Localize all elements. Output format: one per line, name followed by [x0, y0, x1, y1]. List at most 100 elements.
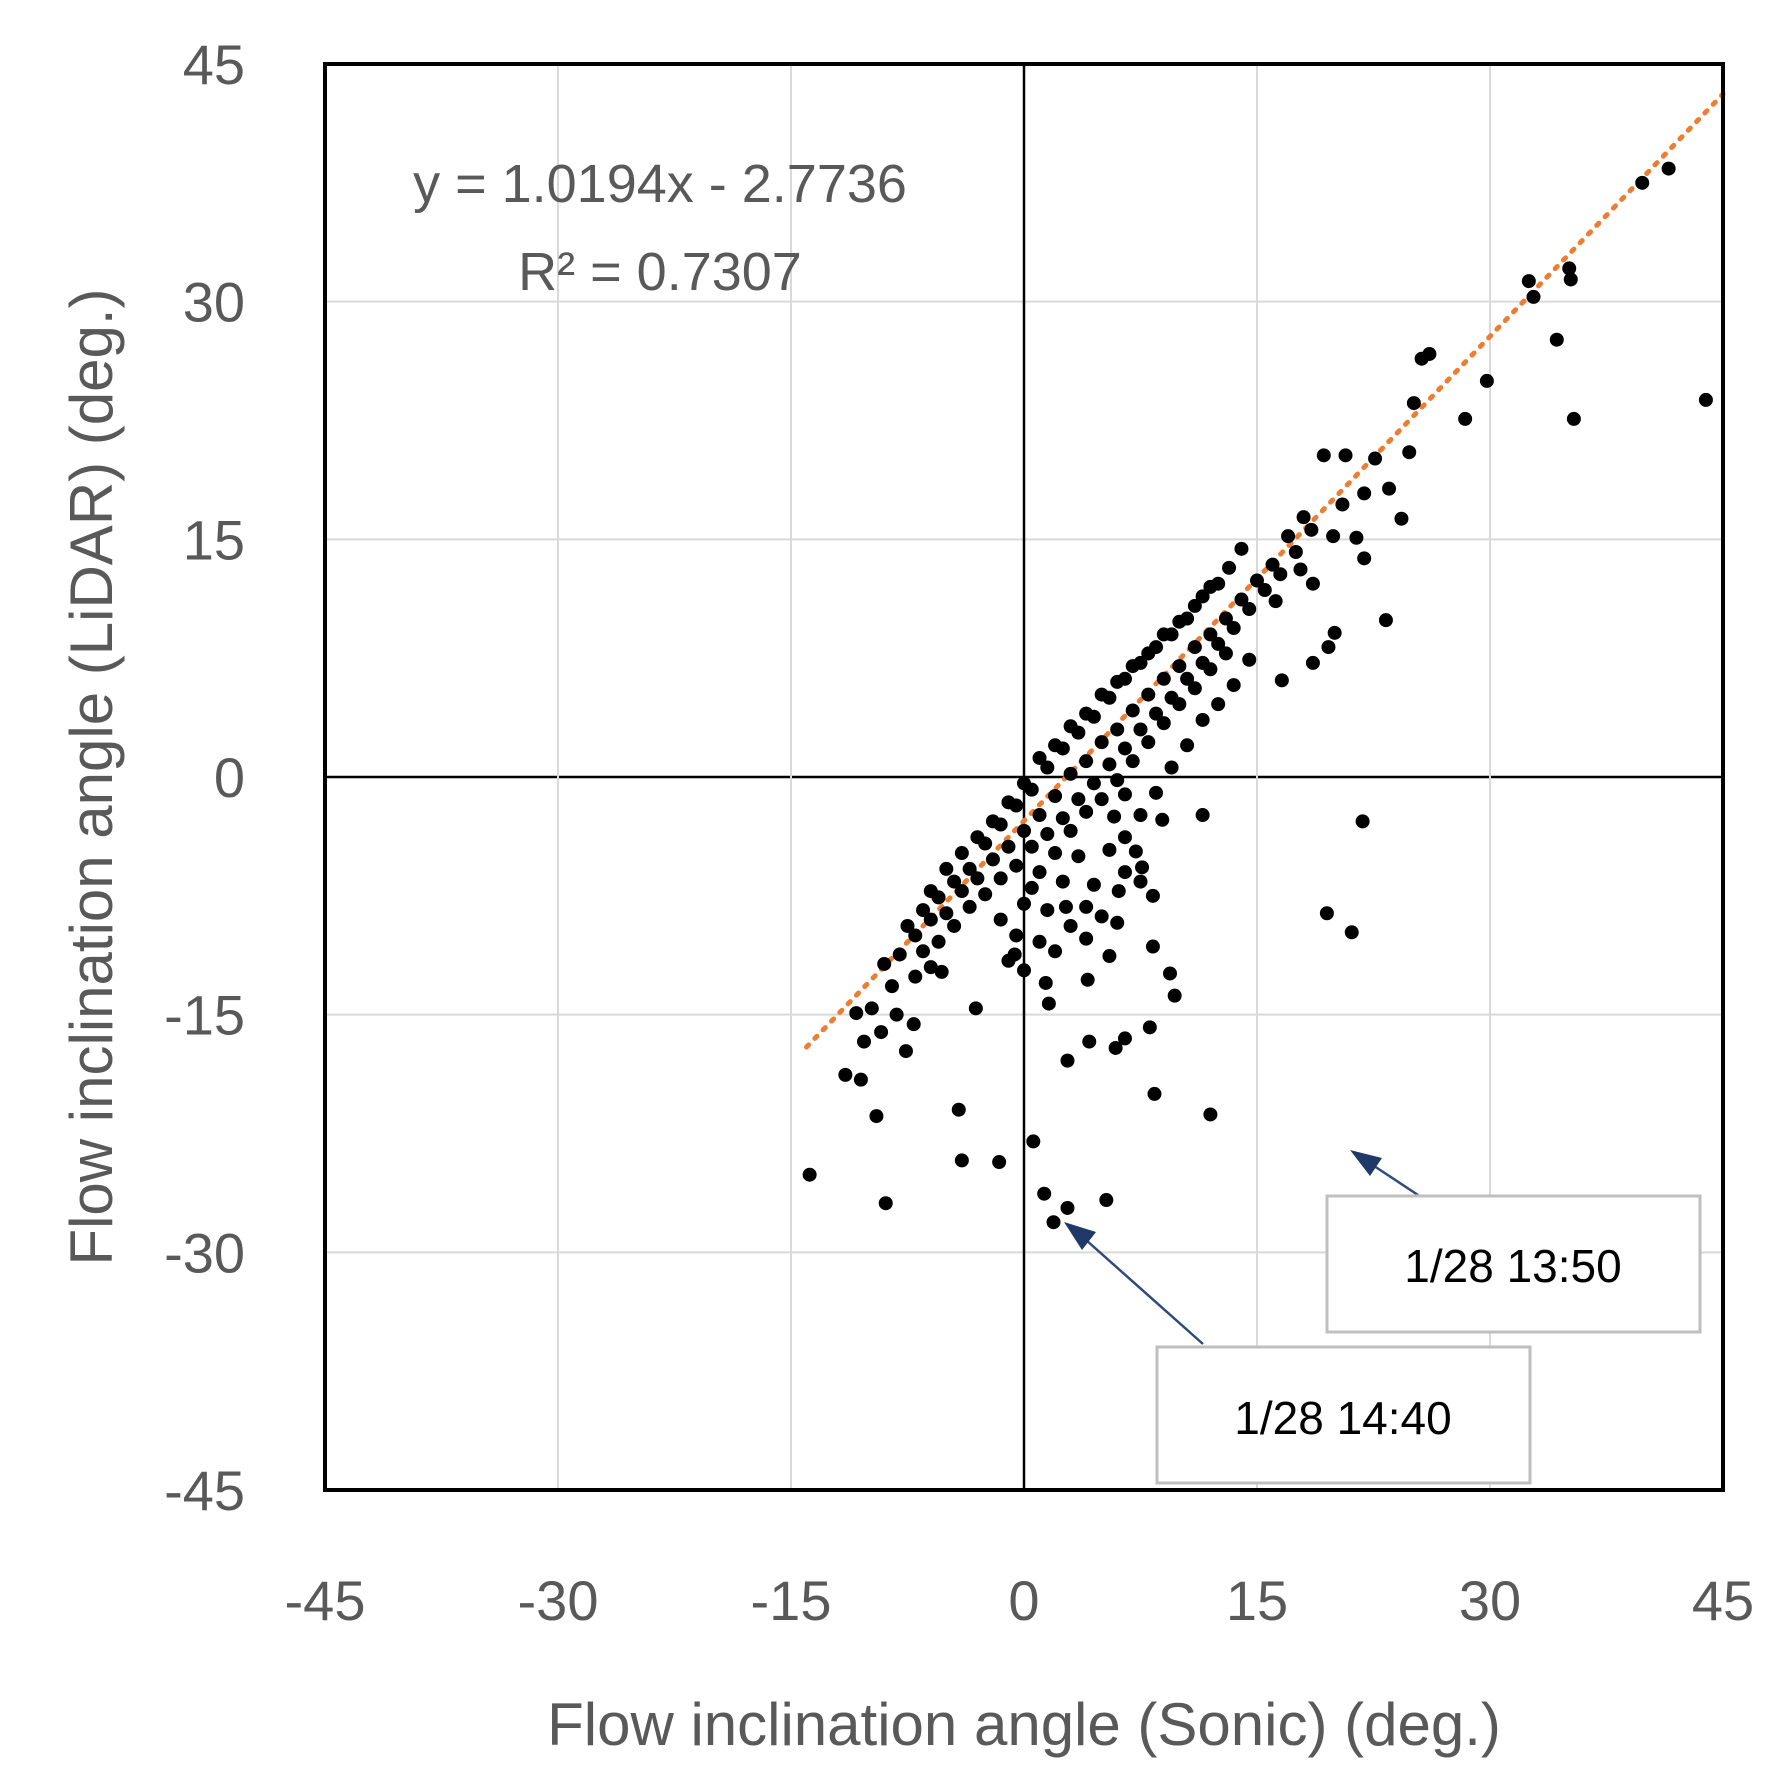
data-point: [1133, 808, 1148, 823]
data-point: [954, 1153, 969, 1168]
data-point: [1110, 915, 1125, 930]
trendline-layer: [804, 91, 1726, 1050]
data-point: [1406, 396, 1421, 411]
data-point: [931, 890, 946, 905]
x-tick-label: -30: [518, 1569, 599, 1632]
data-point: [916, 944, 931, 959]
data-point: [1055, 874, 1070, 889]
data-point: [1040, 760, 1055, 775]
data-point: [853, 1072, 868, 1087]
data-point: [1079, 754, 1094, 769]
data-point: [1102, 757, 1117, 772]
data-point: [1187, 681, 1202, 696]
data-point: [1009, 928, 1024, 943]
data-point: [1344, 925, 1359, 940]
data-point: [1094, 792, 1109, 807]
data-point: [900, 918, 915, 933]
data-point: [1566, 411, 1581, 426]
data-point: [802, 1167, 817, 1182]
callout-1350-arrow: [1367, 1160, 1419, 1197]
data-point: [939, 906, 954, 921]
data-point: [978, 887, 993, 902]
data-point: [1349, 530, 1364, 545]
data-point: [1265, 557, 1280, 572]
data-point: [1335, 497, 1350, 512]
y-tick-label: 45: [183, 33, 245, 96]
data-point: [947, 874, 962, 889]
data-point: [923, 912, 938, 927]
callout-1440-label: 1/28 14:40: [1234, 1392, 1451, 1444]
data-point: [1355, 814, 1370, 829]
x-tick-label: 30: [1459, 1569, 1521, 1632]
data-point: [1079, 931, 1094, 946]
data-point: [1187, 640, 1202, 655]
data-point: [993, 817, 1008, 832]
x-tick-label: 15: [1226, 1569, 1288, 1632]
data-point: [1305, 655, 1320, 670]
data-point: [1698, 392, 1713, 407]
data-point: [1032, 865, 1047, 880]
data-point: [1164, 760, 1179, 775]
data-point: [978, 836, 993, 851]
data-point: [1172, 659, 1187, 674]
data-point: [1242, 652, 1257, 667]
data-point: [1048, 789, 1063, 804]
data-point: [1142, 1020, 1157, 1035]
data-point: [1211, 697, 1226, 712]
data-point: [923, 960, 938, 975]
data-point: [1203, 627, 1218, 642]
callout-1350-arrowhead: [1350, 1150, 1382, 1176]
data-point: [1304, 522, 1319, 537]
data-point: [1141, 735, 1156, 750]
data-point: [1147, 1086, 1162, 1101]
data-point: [1635, 175, 1650, 190]
data-point: [1218, 611, 1233, 626]
callout-1440-arrowhead: [1064, 1222, 1096, 1250]
data-point: [1046, 1215, 1061, 1230]
data-point: [1086, 877, 1101, 892]
data-point: [992, 1155, 1007, 1170]
x-tick-label: -45: [285, 1569, 366, 1632]
data-point: [1368, 451, 1383, 466]
data-point: [1102, 690, 1117, 705]
data-point: [1156, 716, 1171, 731]
data-point: [864, 1001, 879, 1016]
trendline-r-squared: R² = 0.7307: [518, 242, 802, 302]
data-point: [1133, 655, 1148, 670]
data-point: [947, 918, 962, 933]
data-point: [1305, 576, 1320, 591]
y-tick-label: 30: [183, 271, 245, 334]
data-point: [1458, 411, 1473, 426]
data-point: [1180, 611, 1195, 626]
data-point: [1102, 842, 1117, 857]
data-point: [1086, 776, 1101, 791]
data-point: [1040, 903, 1055, 918]
data-point: [1117, 1031, 1132, 1046]
data-point: [849, 1006, 864, 1021]
data-point: [1055, 811, 1070, 826]
data-point: [908, 928, 923, 943]
data-point: [1563, 272, 1578, 287]
data-point: [1080, 972, 1095, 987]
x-tick-label: -15: [751, 1569, 832, 1632]
data-point: [1111, 884, 1126, 899]
data-point: [1110, 773, 1125, 788]
data-point: [1063, 918, 1078, 933]
y-axis-title: Flow inclination angle (LiDAR) (deg.): [58, 288, 125, 1265]
data-point: [1071, 849, 1086, 864]
data-point: [1038, 975, 1053, 990]
trendline: [804, 91, 1726, 1050]
data-point: [931, 934, 946, 949]
x-tick-label: 45: [1692, 1569, 1754, 1632]
callout-1440-box: [1155, 1345, 1532, 1485]
data-point: [1402, 445, 1417, 460]
data-point: [1149, 706, 1164, 721]
data-point: [1117, 787, 1132, 802]
data-point: [1135, 860, 1150, 875]
data-point: [1321, 640, 1336, 655]
data-point: [884, 979, 899, 994]
data-point: [1094, 909, 1109, 924]
data-point: [954, 884, 969, 899]
data-point: [1107, 809, 1122, 824]
